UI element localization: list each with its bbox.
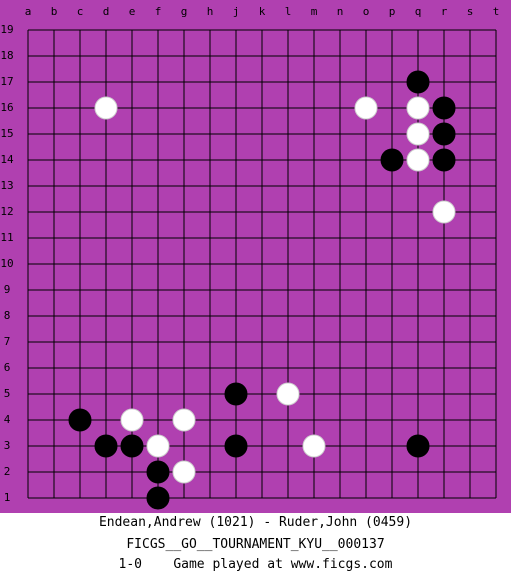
- white-stone: [172, 460, 196, 484]
- column-label: m: [311, 5, 318, 18]
- column-label: d: [103, 5, 110, 18]
- column-label: a: [25, 5, 32, 18]
- white-stone: [146, 434, 170, 458]
- go-board: a b c d e f g h j k l m n o p q r s t191817161514131211109…: [0, 0, 511, 513]
- event: FICGS__GO__TOURNAMENT_KYU__000137: [126, 537, 385, 552]
- column-label: t: [493, 5, 500, 18]
- column-label: q: [415, 5, 422, 18]
- column-label: k: [259, 5, 266, 18]
- row-label: 7: [4, 335, 11, 348]
- row-label: 15: [0, 127, 13, 140]
- row-label: 10: [0, 257, 13, 270]
- column-label: e: [129, 5, 136, 18]
- black-stone: [224, 382, 248, 406]
- white-stone: [172, 408, 196, 432]
- players: Endean,Andrew (1021) - Ruder,John (0459): [98, 515, 413, 530]
- row-label: 9: [4, 283, 11, 296]
- row-label: 19: [0, 23, 13, 36]
- column-label: n: [337, 5, 344, 18]
- board-background: [0, 0, 511, 513]
- black-stone: [146, 486, 170, 510]
- result: 1-0 Game played at www.ficgs.com: [118, 557, 393, 572]
- row-label: 8: [4, 309, 11, 322]
- black-stone: [120, 434, 144, 458]
- column-label: p: [389, 5, 396, 18]
- white-stone: [354, 96, 378, 120]
- column-label: j: [233, 5, 240, 18]
- row-label: 1: [4, 491, 11, 504]
- row-label: 3: [4, 439, 11, 452]
- black-stone: [94, 434, 118, 458]
- row-label: 6: [4, 361, 11, 374]
- row-label: 14: [0, 153, 14, 166]
- black-stone: [406, 434, 430, 458]
- row-label: 12: [0, 205, 13, 218]
- black-stone: [432, 122, 456, 146]
- column-label: l: [285, 5, 292, 18]
- column-label: b: [51, 5, 58, 18]
- row-label: 18: [0, 49, 13, 62]
- row-label: 13: [0, 179, 13, 192]
- white-stone: [406, 122, 430, 146]
- white-stone: [302, 434, 326, 458]
- black-stone: [380, 148, 404, 172]
- column-label: f: [155, 5, 162, 18]
- column-label: r: [441, 5, 448, 18]
- row-label: 4: [4, 413, 11, 426]
- row-label: 17: [0, 75, 13, 88]
- white-stone: [432, 200, 456, 224]
- white-stone: [406, 96, 430, 120]
- row-label: 5: [4, 387, 11, 400]
- black-stone: [224, 434, 248, 458]
- white-stone: [120, 408, 144, 432]
- white-stone: [276, 382, 300, 406]
- column-label: o: [363, 5, 370, 18]
- white-stone: [406, 148, 430, 172]
- column-label: g: [181, 5, 188, 18]
- black-stone: [432, 148, 456, 172]
- column-label: c: [77, 5, 84, 18]
- column-label: s: [467, 5, 474, 18]
- column-label: h: [207, 5, 214, 18]
- black-stone: [406, 70, 430, 94]
- black-stone: [68, 408, 92, 432]
- black-stone: [146, 460, 170, 484]
- black-stone: [432, 96, 456, 120]
- row-label: 2: [4, 465, 11, 478]
- row-label: 16: [0, 101, 13, 114]
- row-label: 11: [0, 231, 13, 244]
- white-stone: [94, 96, 118, 120]
